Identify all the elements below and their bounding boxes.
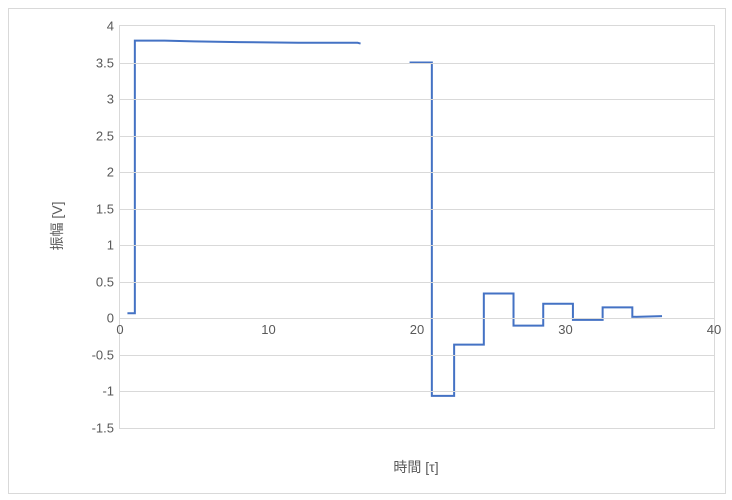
x-tick-label: 0 — [116, 322, 123, 337]
y-tick-label: -1 — [102, 384, 120, 399]
gridline-h — [120, 355, 714, 356]
line-series — [120, 26, 714, 428]
gridline-h — [120, 209, 714, 210]
gridline-h — [120, 136, 714, 137]
y-tick-label: 3 — [107, 92, 120, 107]
series-segment1 — [127, 41, 360, 314]
x-tick-label: 30 — [558, 322, 572, 337]
gridline-h — [120, 245, 714, 246]
y-tick-label: 4 — [107, 19, 120, 34]
plot-area: -1.5-1-0.500.511.522.533.54010203040 — [119, 25, 715, 429]
x-tick-label: 20 — [410, 322, 424, 337]
gridline-h — [120, 282, 714, 283]
gridline-h — [120, 63, 714, 64]
x-tick-label: 40 — [707, 322, 721, 337]
gridline-h — [120, 391, 714, 392]
y-tick-label: 1 — [107, 238, 120, 253]
y-tick-label: 2 — [107, 165, 120, 180]
chart-container: -1.5-1-0.500.511.522.533.54010203040 振幅 … — [8, 8, 726, 494]
y-tick-label: 3.5 — [96, 55, 120, 70]
y-axis-title: 振幅 [V] — [47, 201, 67, 250]
y-tick-label: -1.5 — [92, 421, 120, 436]
y-tick-label: 0.5 — [96, 274, 120, 289]
gridline-h — [120, 99, 714, 100]
gridline-h — [120, 318, 714, 319]
series-segment2 — [410, 63, 662, 396]
gridline-h — [120, 172, 714, 173]
y-tick-label: -0.5 — [92, 347, 120, 362]
y-tick-label: 2.5 — [96, 128, 120, 143]
y-tick-label: 1.5 — [96, 201, 120, 216]
x-axis-title: 時間 [τ] — [119, 457, 713, 477]
x-tick-label: 10 — [261, 322, 275, 337]
